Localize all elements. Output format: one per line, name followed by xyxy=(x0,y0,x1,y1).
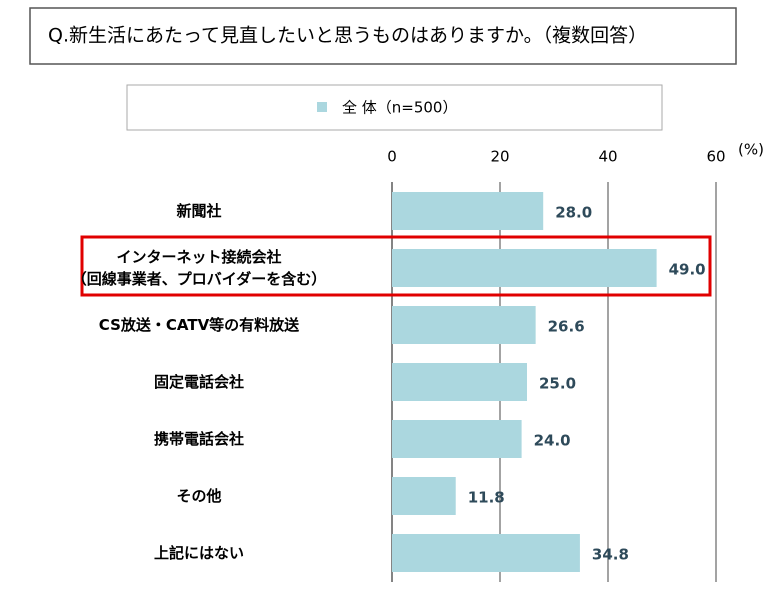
chart-title: Q.新生活にあたって見直したいと思うものはありますか。（複数回答） xyxy=(48,25,647,47)
x-tick-label: 60 xyxy=(706,148,725,166)
bar xyxy=(392,192,544,230)
bar xyxy=(392,534,580,572)
bar xyxy=(392,420,522,458)
legend-label: 全 体（n=500） xyxy=(342,99,457,117)
y-tick-label: 新聞社 xyxy=(176,202,222,220)
y-tick-label: 携帯電話会社 xyxy=(153,430,244,448)
bar xyxy=(392,249,657,287)
bar xyxy=(392,477,456,515)
x-tick-label: 40 xyxy=(598,148,617,166)
value-label: 25.0 xyxy=(539,375,576,393)
y-tick-label: CS放送・CATV等の有料放送 xyxy=(98,316,300,334)
legend-swatch xyxy=(317,102,327,112)
value-label: 24.0 xyxy=(534,432,571,450)
value-label: 49.0 xyxy=(669,261,706,279)
x-tick-label: 0 xyxy=(387,148,397,166)
title-box xyxy=(29,7,737,65)
bar xyxy=(392,306,536,344)
unit-label: (%) xyxy=(738,141,764,159)
value-label: 34.8 xyxy=(592,546,629,564)
value-label: 26.6 xyxy=(548,318,585,336)
highlight-box xyxy=(80,235,712,297)
y-tick-label: 上記にはない xyxy=(153,544,244,562)
y-tick-label: インターネット接続会社 （回線事業者、プロバイダーを含む） xyxy=(71,248,327,288)
y-tick-label: 固定電話会社 xyxy=(153,373,244,391)
bar xyxy=(392,363,527,401)
legend-box xyxy=(126,84,663,131)
y-tick-label: その他 xyxy=(176,487,222,505)
value-label: 28.0 xyxy=(555,204,592,222)
x-tick-label: 20 xyxy=(490,148,509,166)
value-label: 11.8 xyxy=(468,489,505,507)
